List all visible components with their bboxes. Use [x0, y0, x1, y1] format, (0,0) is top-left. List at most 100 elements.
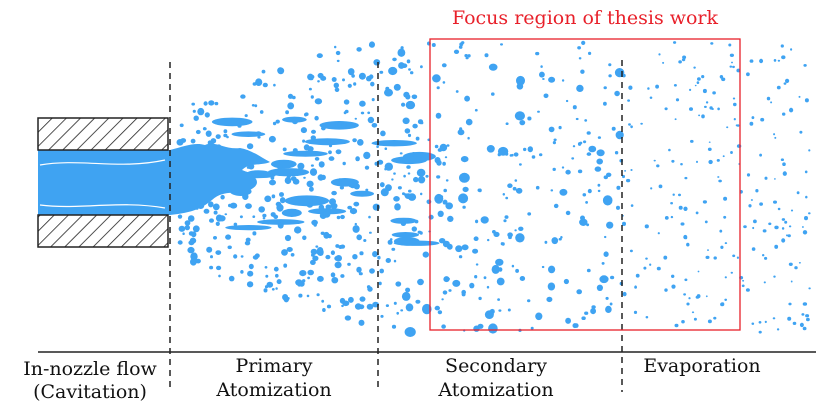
droplet [507, 232, 513, 238]
droplet [680, 222, 685, 226]
droplet [805, 195, 808, 199]
droplet [745, 288, 750, 292]
droplet [272, 121, 277, 126]
droplet [436, 175, 441, 179]
droplet [497, 298, 500, 301]
droplet [580, 215, 585, 221]
droplet [347, 205, 353, 210]
droplet [505, 196, 509, 200]
droplet [790, 209, 794, 212]
droplet [650, 187, 653, 190]
droplet [514, 179, 518, 182]
droplet [758, 321, 762, 324]
droplet [808, 149, 811, 152]
droplet [693, 66, 696, 69]
droplet [335, 149, 342, 155]
droplet [773, 59, 777, 62]
droplet [577, 46, 581, 50]
droplet [701, 114, 705, 119]
droplet [712, 91, 716, 95]
droplet [574, 323, 579, 328]
droplet [397, 48, 406, 57]
droplet [653, 159, 656, 162]
droplet [486, 145, 495, 153]
droplet [710, 42, 714, 45]
droplet [774, 225, 779, 230]
droplet [503, 219, 507, 223]
droplet [195, 258, 201, 264]
droplet [354, 303, 362, 310]
droplet [275, 119, 280, 124]
droplet [770, 101, 773, 104]
droplet [550, 189, 554, 192]
droplet [281, 249, 288, 256]
droplet [702, 88, 707, 94]
droplet [743, 225, 747, 229]
ligament [371, 140, 417, 147]
droplet [608, 74, 612, 78]
droplet [204, 112, 210, 118]
droplet [417, 278, 424, 286]
droplet [209, 265, 214, 270]
droplet [553, 203, 559, 209]
droplet [658, 184, 663, 189]
droplet [773, 133, 776, 136]
droplet [647, 87, 650, 90]
droplet [758, 330, 762, 334]
droplet [400, 221, 406, 226]
droplet [365, 188, 369, 192]
droplet [656, 164, 660, 168]
droplet [707, 147, 712, 151]
droplet [434, 157, 441, 164]
droplet [447, 215, 454, 222]
droplet [480, 216, 489, 224]
droplet [689, 107, 693, 111]
droplet [523, 147, 527, 152]
droplet [442, 161, 446, 166]
droplet [353, 82, 357, 86]
droplet [342, 161, 346, 166]
droplet [328, 144, 333, 148]
droplet [475, 219, 479, 224]
droplet [656, 266, 661, 271]
droplet [443, 188, 448, 193]
droplet [177, 240, 183, 245]
droplet [292, 178, 300, 185]
droplet [331, 77, 337, 82]
droplet [672, 193, 675, 196]
droplet [799, 130, 803, 134]
droplet [412, 152, 416, 155]
ligament [284, 195, 330, 207]
droplet [729, 53, 735, 57]
droplet [515, 233, 525, 243]
droplet [802, 302, 808, 306]
droplet [695, 295, 700, 299]
droplet [178, 225, 186, 232]
droplet [337, 121, 343, 128]
droplet [702, 200, 708, 204]
droplet [611, 126, 616, 131]
droplet [356, 47, 362, 52]
droplet [444, 156, 448, 159]
droplet [505, 122, 509, 125]
droplet [297, 162, 305, 170]
droplet [321, 174, 326, 180]
droplet [336, 215, 341, 220]
droplet [464, 95, 470, 102]
droplet [575, 117, 579, 121]
droplet [391, 324, 397, 329]
droplet [777, 207, 781, 211]
droplet [496, 277, 505, 286]
droplet [266, 281, 274, 288]
droplet [202, 127, 207, 131]
droplet [772, 317, 776, 320]
droplet [359, 100, 366, 107]
droplet [580, 69, 585, 74]
droplet [340, 244, 346, 249]
droplet [614, 90, 620, 97]
droplet [723, 215, 727, 219]
droplet [504, 215, 509, 219]
droplet [379, 268, 385, 274]
droplet [287, 93, 294, 99]
droplet [384, 167, 387, 171]
